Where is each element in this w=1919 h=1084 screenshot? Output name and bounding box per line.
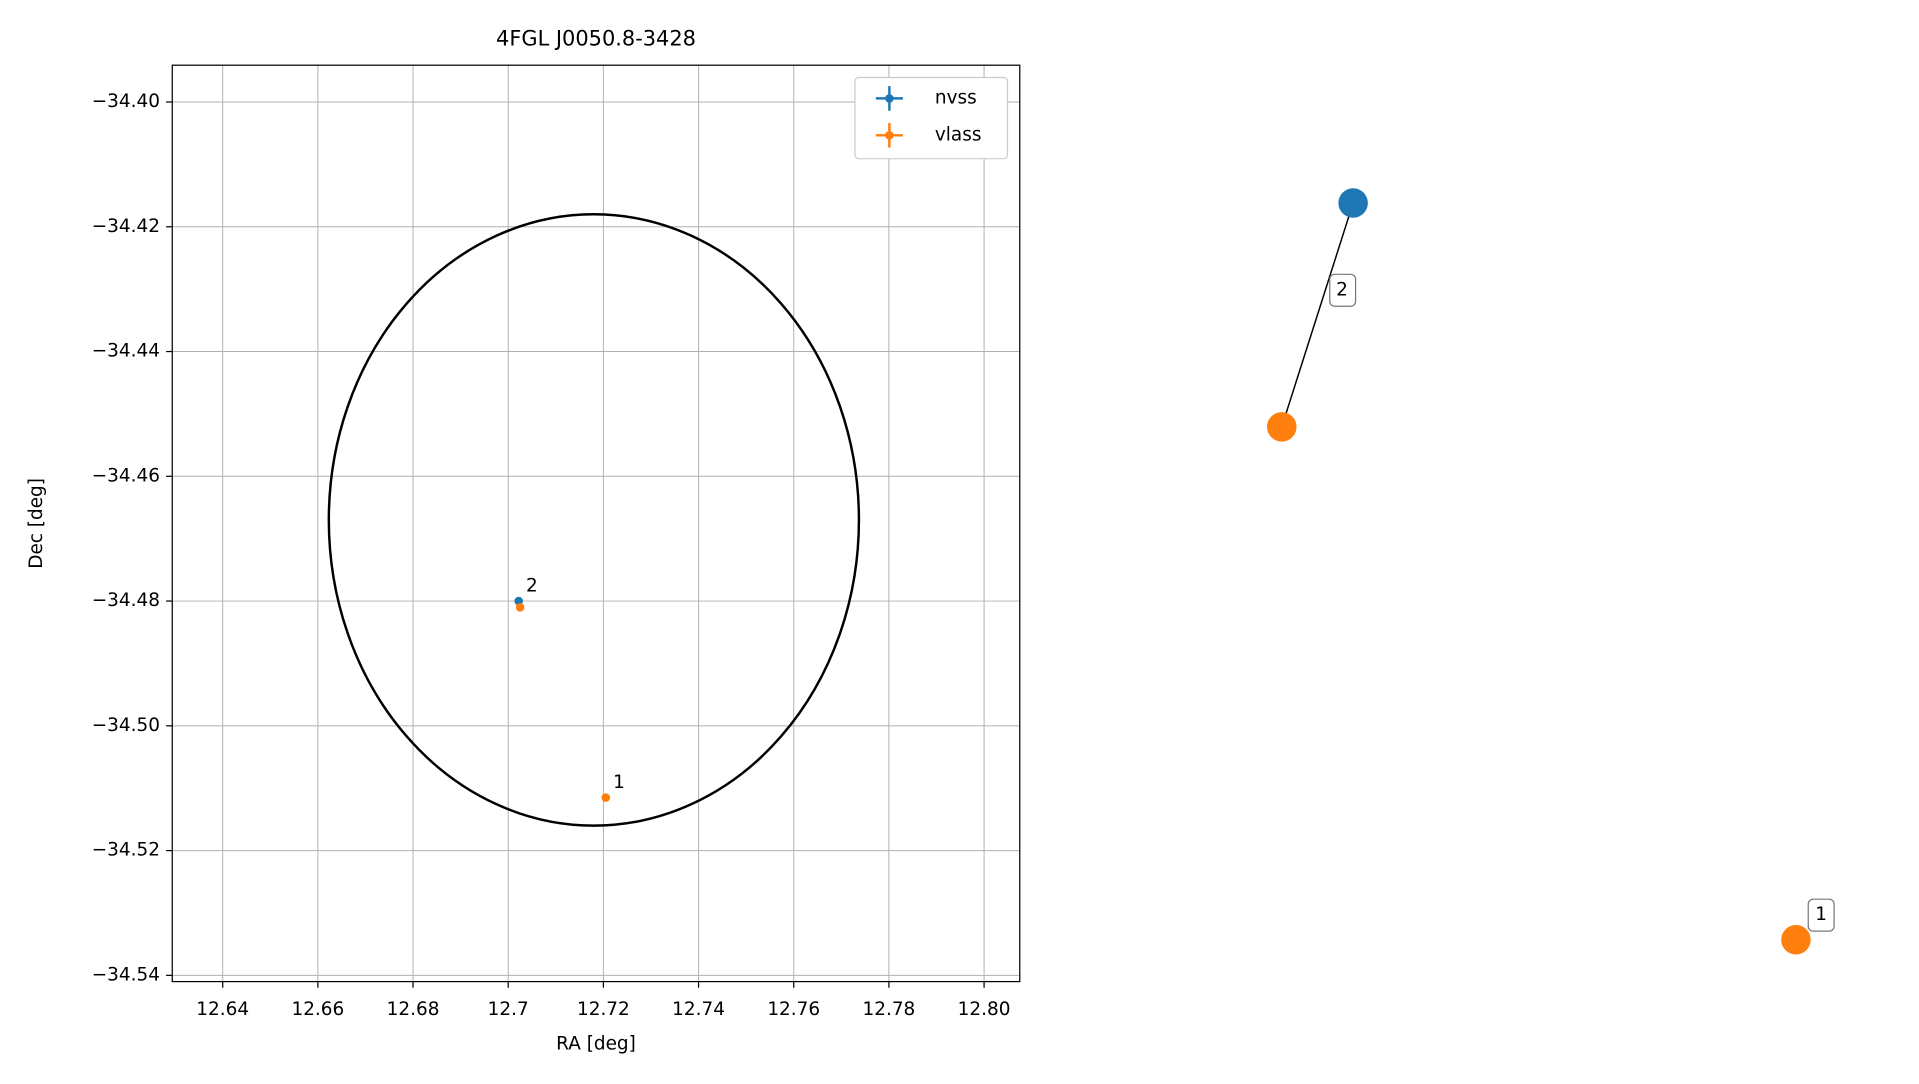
x-tick-label: 12.78 <box>863 999 916 1020</box>
legend-label: vlass <box>935 124 982 145</box>
x-tick-label: 12.74 <box>672 999 725 1020</box>
y-tick-label: −34.54 <box>92 964 160 985</box>
point <box>601 793 611 802</box>
legend-marker <box>885 131 894 140</box>
x-tick-label: 12.80 <box>958 999 1011 1020</box>
error-ellipse <box>327 213 861 827</box>
edge-label-box <box>1329 273 1357 307</box>
x-axis-label: RA [deg] <box>556 1033 636 1054</box>
point-annotation: 1 <box>613 772 625 793</box>
graph-node <box>1267 412 1297 442</box>
node-label: 1 <box>1815 904 1827 925</box>
graph-node <box>1781 925 1811 955</box>
x-tick-label: 12.7 <box>488 999 529 1020</box>
y-tick-label: −34.48 <box>92 590 160 611</box>
y-tick-label: −34.52 <box>92 840 160 861</box>
point <box>515 602 525 612</box>
x-tick-label: 12.64 <box>196 999 249 1020</box>
graph-node <box>1338 188 1368 218</box>
y-tick-label: −34.50 <box>92 715 160 736</box>
plot-frame <box>171 64 1021 983</box>
y-tick-label: −34.42 <box>92 216 160 237</box>
x-tick-label: 12.72 <box>577 999 630 1020</box>
legend-box <box>854 76 1009 160</box>
x-tick-label: 12.76 <box>767 999 820 1020</box>
edge-label: 2 <box>1336 279 1348 300</box>
y-tick-label: −34.40 <box>92 91 160 112</box>
point-annotation: 2 <box>526 575 538 596</box>
y-axis-label: Dec [deg] <box>26 478 47 569</box>
y-tick-label: −34.44 <box>92 341 160 362</box>
node-label-box <box>1807 898 1835 932</box>
chart-title: 4FGL J0050.8-3428 <box>496 26 696 50</box>
x-tick-label: 12.66 <box>291 999 344 1020</box>
x-tick-label: 12.68 <box>387 999 440 1020</box>
graph-edge <box>1281 202 1354 428</box>
y-tick-label: −34.46 <box>92 465 160 486</box>
legend-label: nvss <box>935 87 977 108</box>
legend-marker <box>885 94 894 103</box>
